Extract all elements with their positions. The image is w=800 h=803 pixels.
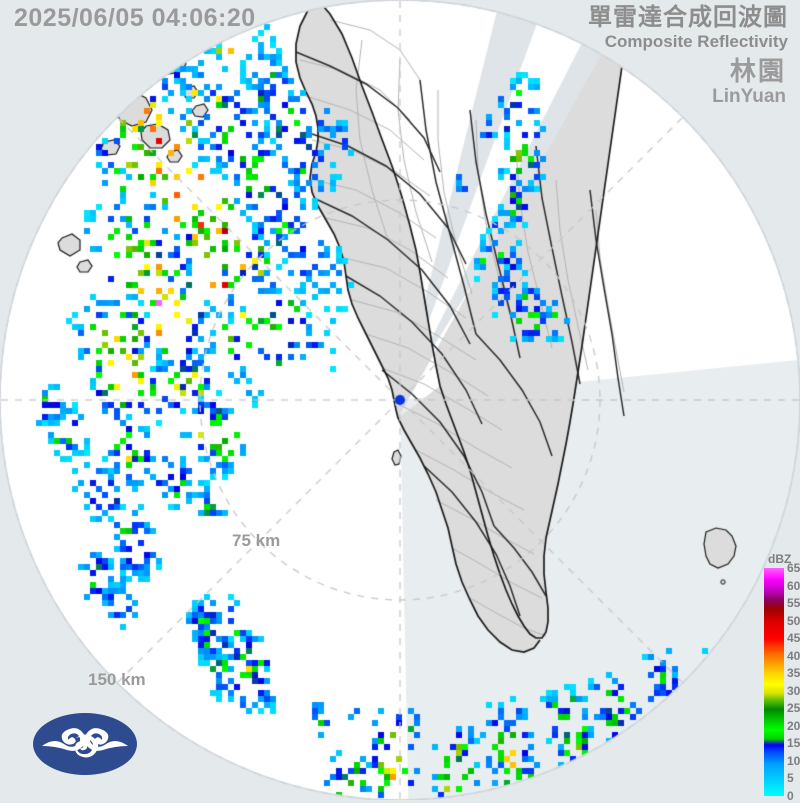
product-title-zh: 單雷達合成回波圖 <box>588 4 788 31</box>
colorbar-tick-30: 30 <box>787 683 800 698</box>
timestamp-label: 2025/06/05 04:06:20 <box>14 4 256 32</box>
range-ring-label-150km: 150 km <box>88 670 146 689</box>
product-title: 單雷達合成回波圖 Composite Reflectivity <box>588 4 788 52</box>
colorbar-tick-35: 35 <box>787 666 800 681</box>
colorbar-tick-55: 55 <box>787 596 800 611</box>
colorbar-tick-40: 40 <box>787 648 800 663</box>
colorbar-tick-65: 65 <box>787 561 800 575</box>
colorbar-tick-10: 10 <box>787 753 800 768</box>
station-name-zh: 林園 <box>729 56 786 86</box>
colorbar-tick-20: 20 <box>787 718 800 733</box>
colorbar-tick-45: 45 <box>787 631 800 646</box>
colorbar-tick-15: 15 <box>787 736 800 751</box>
station-label: 林園 LinYuan <box>712 56 786 108</box>
cwa-logo <box>33 713 137 775</box>
colorbar-tick-5: 5 <box>787 771 794 786</box>
colorbar[interactable]: dBZ 65 60 55 50 45 40 35 30 25 20 15 10 5 0 <box>762 552 800 803</box>
station-name-en: LinYuan <box>712 86 786 107</box>
colorbar-tick-0: 0 <box>787 789 794 803</box>
product-title-en: Composite Reflectivity <box>604 32 788 51</box>
colorbar-gradient <box>764 568 784 796</box>
colorbar-tick-25: 25 <box>787 701 800 716</box>
range-ring-label-75km: 75 km <box>232 531 281 550</box>
colorbar-unit-label: dBZ <box>768 552 792 566</box>
colorbar-tick-50: 50 <box>787 613 800 628</box>
colorbar-tick-60: 60 <box>787 578 800 593</box>
